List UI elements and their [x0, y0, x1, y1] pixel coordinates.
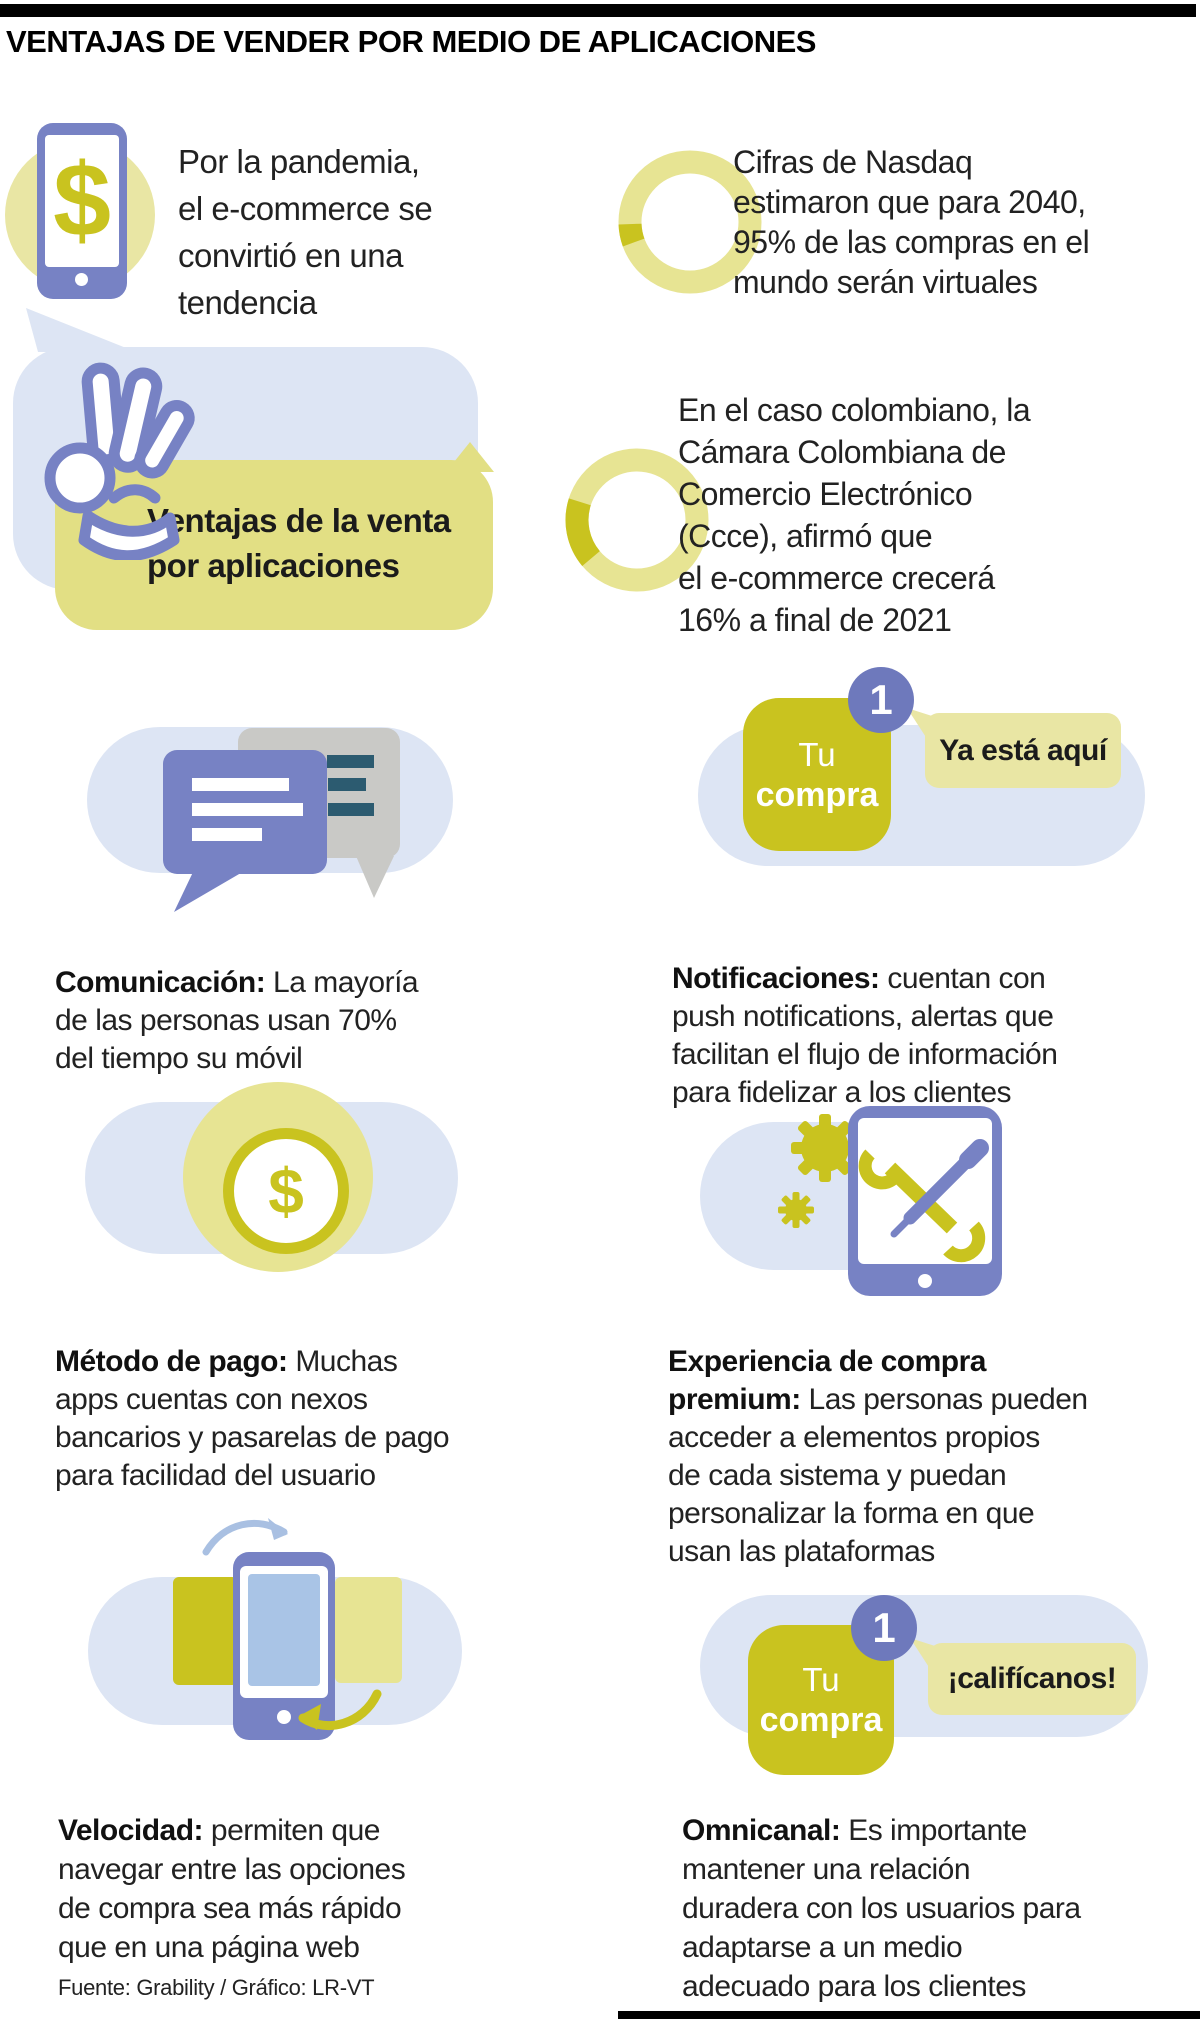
message-bubble-ya-esta-aqui: Ya está aquí — [925, 713, 1121, 788]
benefit-comunicacion: Comunicación: La mayoría de las personas… — [55, 926, 555, 1078]
benefit-text: Es importante mantener una relación dura… — [682, 1814, 1081, 2003]
donut-chart-nasdaq — [618, 150, 762, 294]
benefit-text: permiten que navegar entre las opciones … — [58, 1814, 406, 1964]
benefit-notificaciones: Notificaciones: cuentan con push notific… — [672, 922, 1192, 1112]
chat-bubble-purple-tail — [174, 870, 246, 912]
benefit-label: Velocidad: — [58, 1814, 204, 1847]
benefit-text: Las personas pueden acceder a elementos … — [668, 1383, 1088, 1568]
badge-count: 1 — [869, 676, 893, 723]
app-name-line1: Tu — [798, 735, 836, 773]
benefit-label: Experiencia de compra premium: — [668, 1345, 986, 1416]
phone-body: $ — [37, 123, 127, 299]
blue-bubble-tail — [26, 308, 136, 352]
notification-badge: 1 — [848, 667, 914, 733]
benefit-label: Omnicanal: — [682, 1814, 841, 1847]
swipe-arrow-bottom-icon — [298, 1689, 382, 1731]
message-bubble-calificanos: ¡califícanos! — [928, 1643, 1136, 1715]
benefit-label: Notificaciones: — [672, 962, 880, 995]
benefit-text: Muchas apps cuentas con nexos bancarios … — [55, 1345, 450, 1492]
intro-text-nasdaq: Cifras de Nasdaq estimaron que para 2040… — [733, 144, 1090, 300]
benefit-omnicanal: Omnicanal: Es importante mantener una re… — [682, 1772, 1200, 2006]
benefit-text: La mayoría de las personas usan 70% del … — [55, 966, 419, 1075]
intro-text-pandemia: Por la pandemia, el e-commerce se convir… — [178, 143, 433, 321]
chat-bubble-purple — [163, 750, 327, 874]
dollar-coin-icon: $ — [223, 1128, 349, 1254]
gear-icon — [778, 1114, 859, 1228]
wrench-screwdriver-icon — [858, 1139, 989, 1263]
page-title: VENTAJAS DE VENDER POR MEDIO DE APLICACI… — [6, 24, 816, 59]
benefit-label: Comunicación: — [55, 966, 266, 999]
benefit-label: Método de pago: — [55, 1345, 288, 1378]
intro-text-ccce: En el caso colombiano, la Cámara Colombi… — [678, 392, 1031, 638]
app-name-line2: compra — [759, 1701, 883, 1739]
benefit-velocidad: Velocidad: permiten que navegar entre la… — [58, 1772, 578, 1967]
app-name-line2: compra — [755, 775, 879, 814]
app-name-line1: Tu — [802, 1661, 840, 1698]
top-bar — [0, 4, 1196, 17]
swipe-arrow-top-icon — [202, 1518, 288, 1556]
carousel-card-right — [335, 1577, 402, 1683]
donut-chart-ccce — [565, 448, 709, 592]
dollar-glyph: $ — [268, 1155, 304, 1227]
carousel-card-left — [173, 1577, 238, 1685]
bottom-bar — [618, 2011, 1200, 2019]
chat-bubble-gray-tail — [356, 856, 394, 898]
notification-badge: 1 — [851, 1595, 917, 1661]
footer-source: Fuente: Grability / Gráfico: LR-VT — [58, 1975, 375, 2000]
dollar-glyph: $ — [53, 142, 111, 259]
benefit-text: cuentan con push notifications, alertas … — [672, 962, 1058, 1109]
benefit-experiencia-premium: Experiencia de compra premium: Las perso… — [668, 1305, 1188, 1571]
badge-count: 1 — [872, 1604, 896, 1651]
ok-hand-icon — [44, 362, 195, 560]
benefit-metodo-pago: Método de pago: Muchas apps cuentas con … — [55, 1305, 575, 1495]
phone-carousel-icon — [233, 1552, 335, 1740]
